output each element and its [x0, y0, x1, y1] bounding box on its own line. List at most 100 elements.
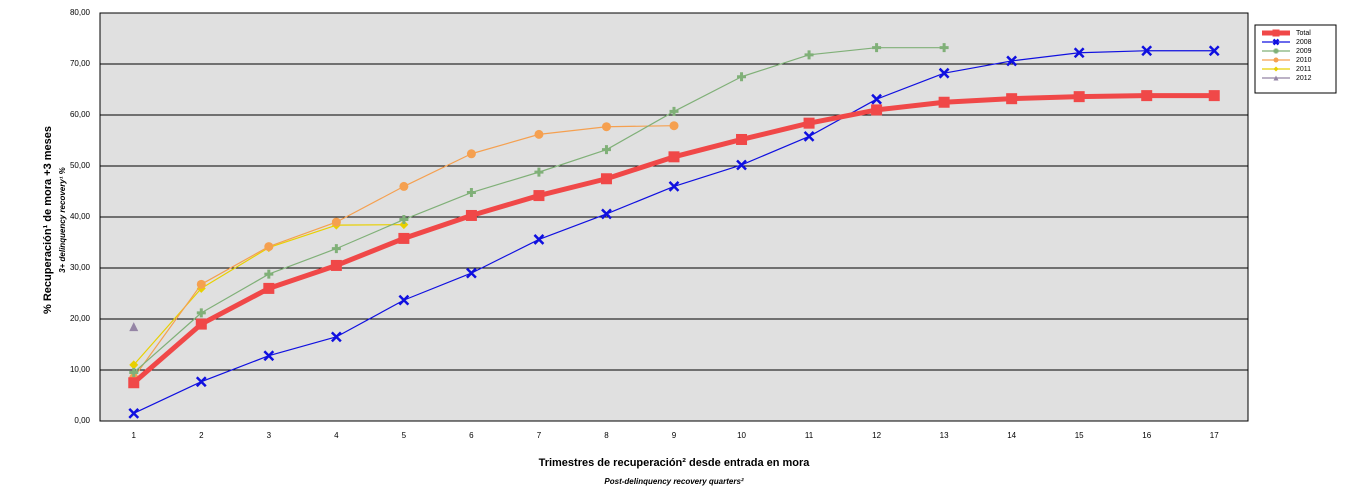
- marker: [128, 377, 140, 389]
- marker: [399, 220, 409, 230]
- marker: [399, 215, 409, 225]
- y-tick-label: 50,00: [70, 161, 91, 170]
- marker: [331, 217, 341, 227]
- marker: [398, 232, 410, 244]
- marker: [601, 145, 611, 155]
- marker: [533, 190, 545, 202]
- legend: [1254, 24, 1337, 94]
- marker: [600, 173, 612, 185]
- marker: [466, 267, 477, 279]
- x-tick-label: 3: [267, 431, 272, 440]
- y-tick-label: 20,00: [70, 314, 91, 323]
- x-tick-label: 12: [872, 431, 881, 440]
- marker: [938, 96, 950, 108]
- x-tick-label: 8: [604, 431, 609, 440]
- x-axis-title: Trimestres de recuperación² desde entrad…: [539, 457, 811, 469]
- y-tick-label: 70,00: [70, 59, 91, 68]
- marker: [330, 259, 342, 271]
- marker: [263, 350, 275, 362]
- marker: [399, 181, 409, 191]
- marker: [330, 331, 342, 343]
- marker: [737, 72, 747, 82]
- x-tick-label: 15: [1075, 431, 1084, 440]
- marker: [398, 294, 410, 306]
- marker: [669, 121, 679, 131]
- marker: [938, 67, 950, 79]
- marker: [466, 149, 476, 159]
- legend-marker: [1272, 38, 1280, 46]
- marker: [263, 282, 275, 294]
- marker: [871, 104, 883, 116]
- y-tick-label: 30,00: [70, 263, 91, 272]
- x-tick-label: 6: [469, 431, 474, 440]
- marker: [534, 129, 544, 139]
- marker: [196, 279, 206, 289]
- marker: [264, 242, 274, 252]
- y-tick-label: 0,00: [74, 416, 90, 425]
- marker: [1073, 91, 1085, 103]
- marker: [939, 43, 949, 53]
- legend-label: 2011: [1296, 66, 1311, 73]
- marker: [264, 269, 274, 279]
- marker: [1208, 45, 1220, 57]
- legend-label: 2008: [1296, 39, 1312, 46]
- marker: [668, 181, 680, 192]
- x-tick-label: 1: [132, 431, 137, 440]
- marker: [129, 368, 139, 378]
- legend-marker: [1273, 75, 1279, 81]
- legend-label: 2012: [1296, 75, 1312, 82]
- marker: [196, 308, 206, 318]
- x-axis-subtitle: Post-delinquency recovery quarters²: [604, 477, 743, 486]
- y-tick-label: 40,00: [70, 212, 91, 221]
- x-tick-label: 5: [402, 431, 407, 440]
- marker: [1141, 90, 1153, 102]
- x-tick-label: 13: [940, 431, 949, 440]
- y-axis-title: % Recuperación¹ de mora +3 meses: [42, 126, 54, 314]
- x-tick-label: 7: [537, 431, 542, 440]
- x-tick-label: 4: [334, 431, 339, 440]
- marker: [195, 376, 207, 388]
- legend-marker: [1273, 48, 1279, 54]
- marker: [1141, 45, 1153, 57]
- y-tick-label: 80,00: [70, 8, 91, 17]
- y-tick-label: 10,00: [70, 365, 91, 374]
- marker: [129, 360, 139, 370]
- x-tick-label: 14: [1007, 431, 1016, 440]
- marker: [1208, 90, 1220, 102]
- marker: [465, 209, 477, 221]
- legend-marker: [1273, 57, 1279, 63]
- marker: [871, 93, 882, 105]
- marker: [1073, 47, 1085, 59]
- marker: [466, 188, 476, 198]
- y-tick-label: 60,00: [70, 110, 91, 119]
- marker: [1006, 55, 1018, 67]
- x-tick-label: 17: [1210, 431, 1219, 440]
- marker: [533, 234, 545, 245]
- x-tick-label: 11: [805, 431, 814, 440]
- marker: [669, 106, 679, 116]
- marker: [128, 407, 140, 419]
- marker: [1006, 93, 1018, 105]
- marker: [668, 151, 680, 163]
- marker: [601, 122, 611, 132]
- marker: [803, 117, 815, 129]
- marker: [534, 167, 544, 177]
- x-tick-label: 2: [199, 431, 204, 440]
- y-axis-subtitle: 3+ delinquency recovery¹ %: [58, 167, 67, 273]
- x-tick-label: 16: [1142, 431, 1151, 440]
- legend-label: 2009: [1296, 48, 1312, 55]
- marker: [195, 318, 207, 330]
- legend-marker: [1273, 66, 1279, 72]
- marker: [601, 208, 612, 220]
- x-tick-label: 9: [672, 431, 677, 440]
- marker: [736, 133, 748, 145]
- marker: [331, 244, 341, 254]
- marker: [736, 159, 747, 171]
- x-tick-label: 10: [737, 431, 746, 440]
- legend-label: 2010: [1296, 57, 1312, 64]
- marker: [804, 50, 814, 60]
- marker: [129, 322, 139, 332]
- marker: [803, 131, 815, 142]
- marker: [872, 43, 882, 53]
